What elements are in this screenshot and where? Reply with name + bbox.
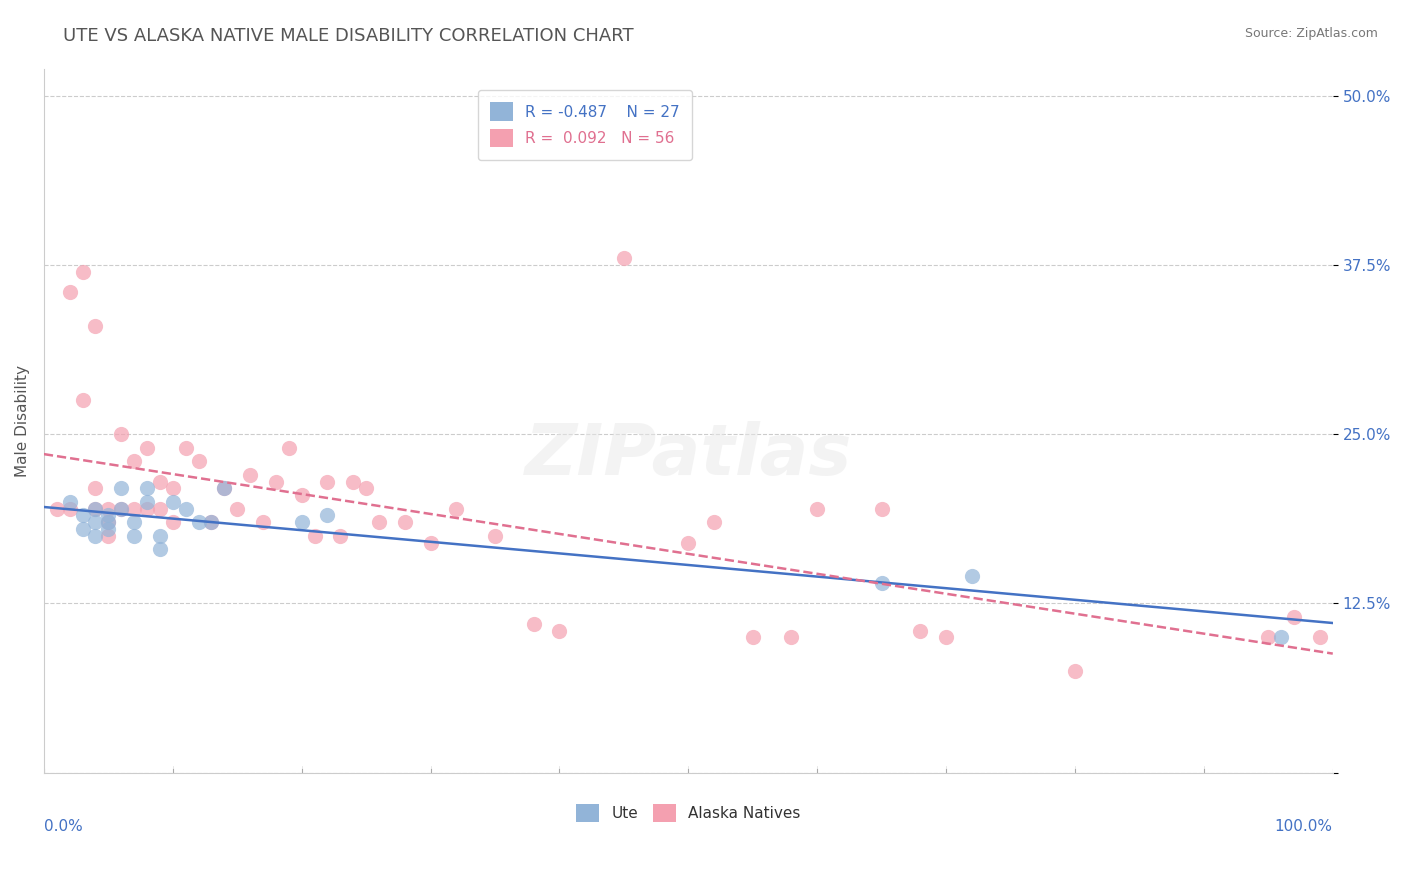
Point xyxy=(910,624,932,638)
Point xyxy=(162,515,184,529)
Point xyxy=(613,251,636,265)
Point xyxy=(239,467,262,482)
Point xyxy=(226,501,249,516)
Point xyxy=(214,481,236,495)
Point xyxy=(72,265,94,279)
Point xyxy=(342,475,364,489)
Point xyxy=(72,393,94,408)
Point xyxy=(806,501,828,516)
Point xyxy=(304,529,326,543)
Point xyxy=(110,501,132,516)
Point xyxy=(960,569,983,583)
Point xyxy=(149,475,172,489)
Point xyxy=(329,529,352,543)
Point xyxy=(446,501,468,516)
Point xyxy=(1257,630,1279,644)
Point xyxy=(264,475,287,489)
Point xyxy=(122,529,145,543)
Point xyxy=(162,481,184,495)
Point xyxy=(84,318,107,333)
Text: ZIPatlas: ZIPatlas xyxy=(524,421,852,491)
Point xyxy=(72,508,94,523)
Text: UTE VS ALASKA NATIVE MALE DISABILITY CORRELATION CHART: UTE VS ALASKA NATIVE MALE DISABILITY COR… xyxy=(63,27,634,45)
Text: 0.0%: 0.0% xyxy=(44,819,83,833)
Point xyxy=(870,501,893,516)
Point xyxy=(252,515,274,529)
Point xyxy=(354,481,377,495)
Point xyxy=(1309,630,1331,644)
Point xyxy=(174,441,197,455)
Point xyxy=(1282,610,1305,624)
Point xyxy=(678,535,700,549)
Point xyxy=(136,481,159,495)
Point xyxy=(162,495,184,509)
Legend: Ute, Alaska Natives: Ute, Alaska Natives xyxy=(569,797,807,829)
Point xyxy=(97,529,120,543)
Point xyxy=(291,488,314,502)
Point xyxy=(149,542,172,557)
Point xyxy=(110,501,132,516)
Point xyxy=(741,630,763,644)
Point xyxy=(97,501,120,516)
Point xyxy=(84,501,107,516)
Point xyxy=(136,495,159,509)
Point xyxy=(548,624,571,638)
Point xyxy=(136,501,159,516)
Point xyxy=(45,501,67,516)
Point xyxy=(1064,664,1087,678)
Point xyxy=(394,515,416,529)
Text: 100.0%: 100.0% xyxy=(1275,819,1333,833)
Point xyxy=(136,441,159,455)
Point xyxy=(291,515,314,529)
Point xyxy=(122,501,145,516)
Point xyxy=(523,616,546,631)
Point xyxy=(97,515,120,529)
Point xyxy=(84,501,107,516)
Point xyxy=(200,515,222,529)
Point xyxy=(277,441,299,455)
Point xyxy=(72,522,94,536)
Point xyxy=(368,515,391,529)
Point xyxy=(97,515,120,529)
Point xyxy=(214,481,236,495)
Point xyxy=(316,475,339,489)
Text: Source: ZipAtlas.com: Source: ZipAtlas.com xyxy=(1244,27,1378,40)
Point xyxy=(187,515,209,529)
Point xyxy=(149,501,172,516)
Point xyxy=(97,522,120,536)
Point xyxy=(149,529,172,543)
Point xyxy=(187,454,209,468)
Point xyxy=(59,501,82,516)
Point xyxy=(316,508,339,523)
Point xyxy=(122,515,145,529)
Point xyxy=(419,535,441,549)
Point xyxy=(97,508,120,523)
Point xyxy=(110,427,132,442)
Point xyxy=(84,515,107,529)
Point xyxy=(110,481,132,495)
Point xyxy=(59,495,82,509)
Point xyxy=(174,501,197,516)
Point xyxy=(780,630,803,644)
Point xyxy=(484,529,506,543)
Point xyxy=(122,454,145,468)
Point xyxy=(59,285,82,299)
Point xyxy=(200,515,222,529)
Point xyxy=(1270,630,1292,644)
Point xyxy=(870,576,893,591)
Point xyxy=(84,481,107,495)
Point xyxy=(935,630,957,644)
Point xyxy=(703,515,725,529)
Point xyxy=(84,529,107,543)
Y-axis label: Male Disability: Male Disability xyxy=(15,365,30,476)
